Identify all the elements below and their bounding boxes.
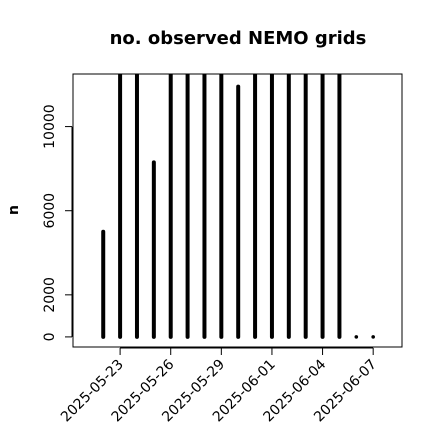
spike xyxy=(354,335,359,339)
bars xyxy=(101,74,375,339)
y-tick-label: 0 xyxy=(42,332,58,341)
y-tick-label: 6000 xyxy=(42,193,58,229)
plot-frame xyxy=(72,73,403,348)
y-tick-label: 2000 xyxy=(42,277,58,313)
y-axis-label: n xyxy=(6,205,22,215)
y-tick-label: 10000 xyxy=(42,104,58,149)
spike xyxy=(371,335,375,339)
chart-title: no. observed NEMO grids xyxy=(110,28,367,49)
